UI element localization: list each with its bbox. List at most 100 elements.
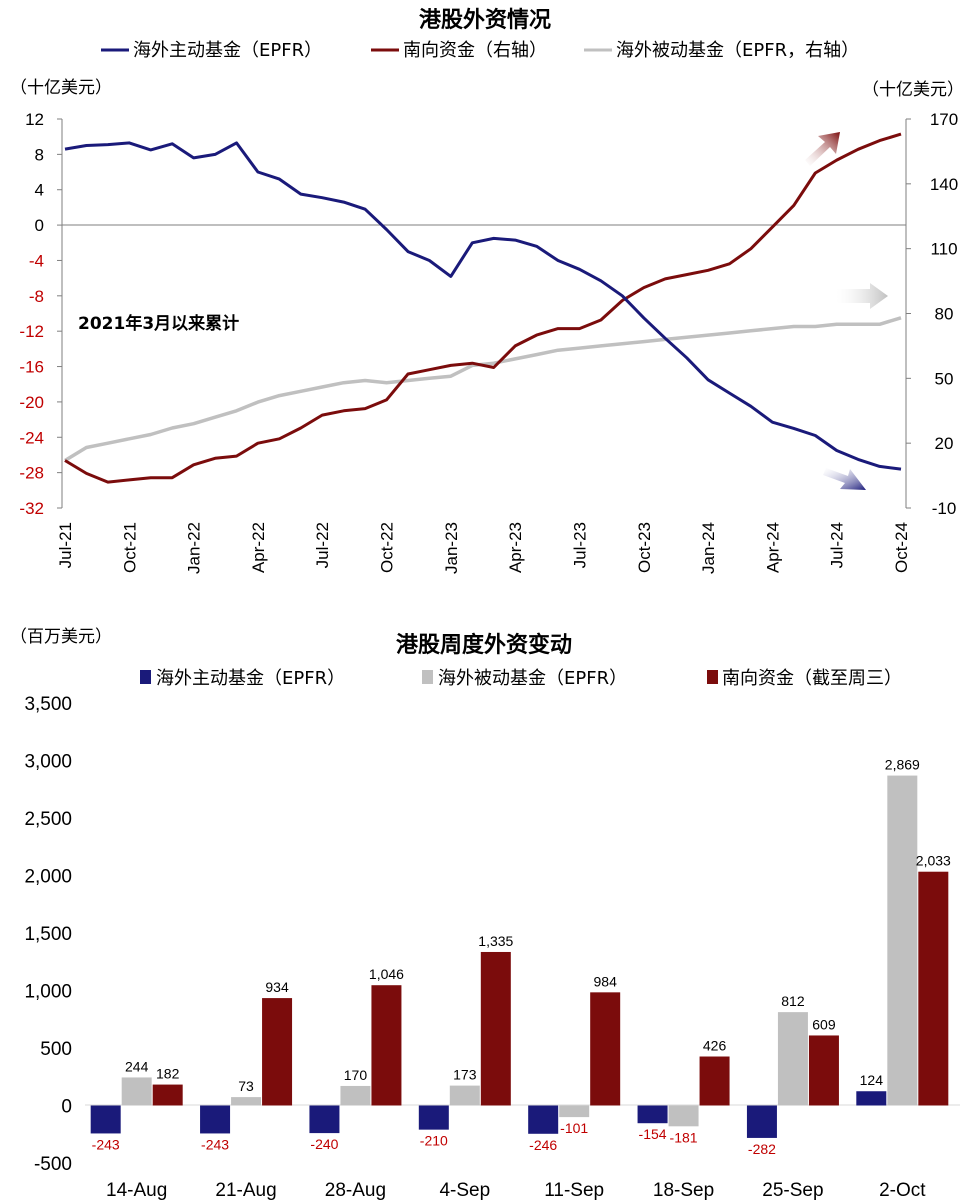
left-axis-unit: （十亿美元） [10,78,112,98]
right-y-tick-label: 20 [935,434,954,453]
bar-southbound [808,1035,839,1106]
left-y-tick-label: -20 [19,393,44,412]
bar-active-funds [856,1091,887,1106]
bar-active-funds [746,1105,777,1138]
legend-label-passive-funds: 海外被动基金（EPFR，右轴） [616,40,859,61]
bar-category-label: 11-Sep [544,1180,604,1201]
bar-legend-label-southbound: 南向资金（截至周三） [722,668,902,689]
bar-y-tick-label: 0 [61,1097,72,1118]
x-tick-label: Jan-22 [185,522,204,574]
bar-y-tick-label: 1,000 [24,982,72,1003]
x-tick-label: Oct-24 [892,522,911,573]
bar-southbound [152,1084,183,1106]
bar-value-label: 173 [453,1067,477,1083]
right-y-tick-label: 170 [930,110,958,129]
bar-southbound [262,998,293,1106]
bar-value-label: -240 [310,1136,338,1152]
x-tick-label: Oct-22 [378,522,397,573]
bar-value-label: -243 [201,1136,229,1152]
bar-value-label: 1,046 [369,966,404,982]
bar-value-label: 1,335 [478,933,513,949]
left-y-tick-label: -32 [19,499,44,518]
bar-passive-funds [668,1105,699,1127]
bar-legend-swatch-active-funds [140,670,151,684]
x-tick-label: Apr-24 [763,522,782,573]
bar-value-label: 2,033 [916,853,951,869]
x-tick-label: Jan-24 [699,522,718,574]
series-line-active-funds [64,141,902,471]
bar-active-funds [200,1105,231,1134]
bar-category-label: 4-Sep [439,1180,490,1201]
cumulative-annotation: 2021年3月以来累计 [78,313,239,334]
series-line-passive-funds [64,316,902,462]
bar-value-label: -101 [560,1120,588,1136]
legend-label-southbound: 南向资金（右轴） [403,40,547,61]
bar-active-funds [90,1105,121,1134]
right-y-tick-label: -10 [932,499,957,518]
series-line-southbound [64,132,902,484]
bar-category-label: 2-Oct [879,1180,926,1201]
bar-value-label: 170 [344,1067,368,1083]
bar-y-tick-label: 2,000 [24,867,72,888]
bar-active-funds [528,1105,559,1134]
bar-southbound [590,992,621,1106]
bar-value-label: 934 [265,979,289,995]
left-y-tick-label: 0 [35,216,44,235]
bar-passive-funds [121,1077,152,1106]
bar-legend-label-active-funds: 海外主动基金（EPFR） [156,668,345,689]
bar-value-label: -282 [748,1141,776,1157]
bar-legend-swatch-passive-funds [422,670,433,684]
bar-passive-funds [887,775,918,1106]
bar-southbound [918,871,949,1106]
bar-legend-swatch-southbound [707,670,718,684]
legend-label-active-funds: 海外主动基金（EPFR） [133,40,322,61]
bar-passive-funds [231,1097,262,1106]
right-y-tick-label: 50 [935,369,954,388]
southbound-up-arrow-icon [805,132,840,166]
left-y-tick-label: -16 [19,358,44,377]
bar-passive-funds [449,1085,480,1106]
bar-y-tick-label: 3,500 [24,694,72,715]
bar-legend-label-passive-funds: 海外被动基金（EPFR） [438,668,627,689]
bar-southbound [480,951,511,1106]
bar-y-tick-label: 2,500 [24,809,72,830]
bar-category-label: 25-Sep [762,1180,823,1201]
x-tick-label: Apr-22 [249,522,268,573]
left-y-tick-label: -4 [29,251,44,270]
bar-category-label: 21-Aug [215,1180,276,1201]
x-tick-label: Jul-23 [570,522,589,568]
right-axis-unit: （十亿美元） [862,80,964,100]
bar-active-funds [309,1105,340,1134]
bar-value-label: 124 [860,1072,884,1088]
x-tick-label: Jul-24 [828,522,847,568]
x-tick-label: Jan-23 [442,522,461,574]
bar-value-label: 984 [594,973,618,989]
left-y-tick-label: -28 [19,464,44,483]
bar-value-label: 244 [125,1058,149,1074]
bar-value-label: -210 [420,1133,448,1149]
bar-value-label: -154 [639,1126,667,1142]
left-y-tick-label: -12 [19,322,44,341]
bar-value-label: -243 [92,1136,120,1152]
bar-passive-funds [340,1085,371,1106]
x-tick-label: Oct-23 [635,522,654,573]
bar-value-label: 182 [156,1066,180,1082]
bar-southbound [371,985,402,1106]
bar-value-label: 609 [812,1016,836,1032]
right-y-tick-label: 80 [935,305,954,324]
bar-passive-funds [777,1012,808,1106]
active-down-arrow-icon [823,468,866,490]
bar-active-funds [637,1105,668,1124]
x-tick-label: Oct-21 [120,522,139,573]
bar-y-tick-label: -500 [34,1154,72,1175]
bar-active-funds [418,1105,449,1130]
right-y-tick-label: 140 [930,175,958,194]
left-y-tick-label: -8 [29,287,44,306]
right-y-tick-label: 110 [930,240,957,259]
bar-y-tick-label: 3,000 [24,752,72,773]
left-y-tick-label: 4 [35,181,44,200]
x-tick-label: Apr-23 [506,522,525,573]
bar-category-label: 28-Aug [325,1180,386,1201]
bar-passive-funds [559,1105,590,1118]
